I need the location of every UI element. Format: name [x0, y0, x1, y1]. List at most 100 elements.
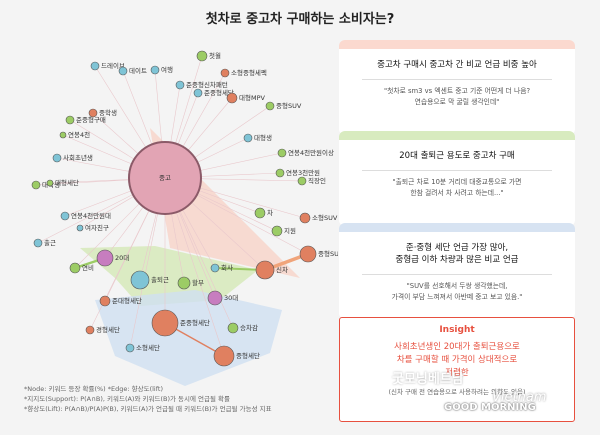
- node-n27: 중형SUV: [299, 245, 344, 263]
- card-comparison: 중고차 구매시 중고차 간 비교 언급 비중 높아 "첫차로 sm3 vs 엑센…: [339, 40, 575, 135]
- node-circle: [125, 343, 135, 353]
- card-commute: 20대 출퇴근 용도로 중고차 구매 "출퇴근 차로 10분 거리데 대중교통으…: [339, 131, 575, 226]
- node-n36: 경형세단: [85, 325, 120, 335]
- node-n23: 차: [254, 207, 273, 219]
- node-circle: [96, 249, 114, 267]
- node-circle: [207, 290, 223, 306]
- node-circle: [31, 180, 41, 190]
- node-n9: 중형SUV: [265, 101, 302, 111]
- node-n5: 소형중형세펙: [220, 68, 267, 78]
- node-label: 준중형신차패턴: [186, 80, 228, 89]
- card-2-quote-line-2: 한참 걸려서 차 사려고 하는데...": [410, 189, 504, 197]
- node-n17: 대형세단: [46, 178, 79, 187]
- insight-note: (신차 구매 전 연습용으로 사용하려는 의향도 있음): [388, 388, 526, 396]
- node-circle: [299, 245, 317, 263]
- node-n1: 드레이브: [90, 61, 125, 71]
- insight-line-1: 사회초년생인 20대가 출퇴근용으로: [394, 342, 520, 352]
- node-label: 할부: [192, 278, 204, 287]
- node-n12: 연봉4천: [59, 130, 90, 139]
- card-1-quote-line-2: 연습용으로 막 굴릴 생각인데": [414, 98, 500, 106]
- node-circle: [175, 80, 185, 90]
- center-node-circle: [128, 141, 202, 215]
- node-n3: 여행: [150, 65, 173, 75]
- node-label: 연봉3천만원: [286, 168, 320, 177]
- node-circle: [220, 68, 230, 78]
- node-circle: [254, 207, 266, 219]
- page-title: 첫차로 중고차 구매하는 소비자는?: [205, 12, 395, 27]
- node-label: 경형세단: [96, 325, 120, 334]
- node-label: 20대: [115, 254, 129, 262]
- node-n34: 준대형세단: [99, 295, 142, 307]
- node-n19: 직장인: [297, 176, 326, 186]
- node-label: 소형중형세펙: [231, 68, 267, 77]
- node-circle: [275, 168, 285, 178]
- card-1-heading: 중고차 구매시 중고차 간 비교 언급 비중 높아: [377, 60, 537, 70]
- node-circle: [59, 131, 67, 139]
- node-n2: 데이트: [118, 66, 147, 76]
- node-circle: [297, 176, 307, 186]
- node-n7: 준중형세단: [193, 88, 234, 98]
- node-label: 회사: [221, 263, 233, 272]
- node-n26: 신차: [255, 260, 288, 280]
- node-label: 30대: [224, 294, 238, 302]
- node-circle: [88, 108, 98, 118]
- node-label: 승차감: [240, 323, 258, 332]
- node-circle: [65, 115, 75, 125]
- card-3-heading-line-2: 중형급 이하 차량과 많은 비교 언급: [395, 255, 519, 265]
- node-n38: 중형세단: [213, 345, 260, 367]
- insight-line-3: 저렴한: [445, 368, 469, 378]
- node-circle: [118, 66, 128, 76]
- node-circle: [150, 65, 160, 75]
- node-circle: [213, 345, 235, 367]
- cluster-blue: [95, 290, 282, 386]
- node-n22: 출근: [33, 238, 56, 248]
- node-label: 연봉4천만원대: [71, 211, 111, 220]
- node-label: 중형세단: [236, 351, 260, 360]
- node-circle: [52, 153, 62, 163]
- footnote-3: *향상도(Lift): P(A∩B)/P(A)P(B), 키워드(A)가 언급될…: [24, 405, 272, 413]
- node-n31: 출퇴근: [130, 270, 169, 290]
- node-label: 준중형세단: [204, 88, 234, 97]
- insight-box: Insight 사회초년생인 20대가 출퇴근용으로 차를 구매할 때 가격이 …: [339, 317, 575, 422]
- node-label: 준중형구매: [76, 116, 106, 124]
- node-label: 첫월: [209, 51, 221, 60]
- node-circle: [69, 262, 81, 274]
- node-n20: 연봉4천만원대: [60, 211, 111, 221]
- node-label: 대형생: [254, 133, 272, 142]
- node-circle: [255, 260, 275, 280]
- node-label: 연봉4천만원이상: [288, 148, 334, 157]
- node-n39: 승차감: [227, 322, 258, 334]
- footnote-2: *지지도(Support): P(A∩B), 키워드(A)와 키워드(B)가 동…: [24, 395, 230, 403]
- node-circle: [60, 211, 70, 221]
- node-label: 대형세단: [55, 178, 79, 187]
- node-circle: [76, 224, 84, 232]
- node-circle: [130, 270, 150, 290]
- card-3-heading-line-1: 준·중형 세단 언급 가장 많아,: [405, 243, 509, 253]
- card-sedan: 준·중형 세단 언급 가장 많아, 중형급 이하 차량과 많은 비교 언급 "S…: [339, 223, 575, 319]
- node-n13: 대형생: [243, 133, 272, 143]
- node-n6: 준중형신차패턴: [175, 80, 228, 90]
- node-n35: 준중형세단: [151, 309, 210, 337]
- card-2-heading: 20대 출퇴근 용도로 중고차 구매: [399, 151, 515, 161]
- network-graph: 중고 드레이브 데이트 여행 첫월 소형중형세펙 준중형신차패턴 준중형세단 대형MPV 중형SU…: [20, 38, 344, 398]
- card-3-quote-line-1: "SUV를 선호해서 두쌍 생각했는데,: [406, 282, 508, 290]
- footnotes: *Node: 키워드 등장 확률(%) *Edge: 향상도(lift) *지지…: [24, 384, 344, 414]
- node-label: 소형SUV: [312, 214, 338, 222]
- node-label: 사회초년생: [63, 153, 93, 162]
- node-n10: 준중형구매: [65, 115, 106, 125]
- node-circle: [227, 322, 239, 334]
- node-n33: 30대: [207, 290, 238, 306]
- node-n29: 연비: [69, 262, 94, 274]
- node-label: 준중형세단: [180, 318, 210, 327]
- node-label: 중형SUV: [276, 102, 302, 110]
- node-label: 소형세단: [136, 343, 160, 352]
- node-circle: [277, 148, 287, 158]
- node-circle: [85, 325, 95, 335]
- node-n37: 소형세단: [125, 343, 160, 353]
- node-n18: 연봉3천만원: [275, 168, 320, 178]
- node-label: 지원: [284, 226, 296, 235]
- node-circle: [46, 179, 54, 187]
- node-label: 대형MPV: [239, 94, 265, 102]
- node-circle: [271, 225, 283, 237]
